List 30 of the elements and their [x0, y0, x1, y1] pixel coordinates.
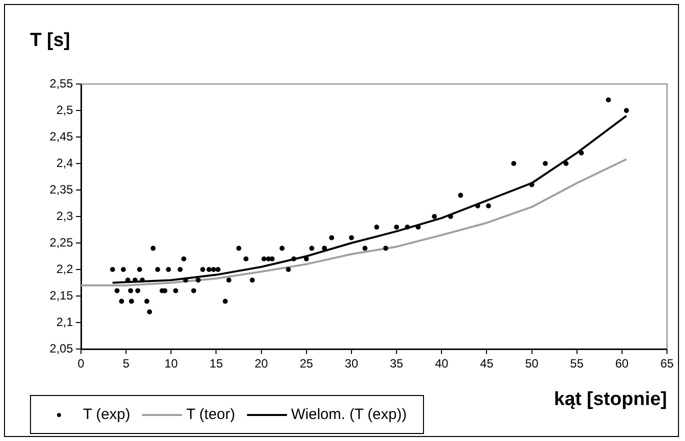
y-tick-label: 2,4: [56, 156, 74, 170]
x-tick-label: 65: [660, 356, 674, 371]
chart-title: T [s]: [30, 30, 70, 52]
x-tick-label: 5: [122, 356, 130, 371]
y-tick-label: 2,45: [50, 129, 74, 144]
y-tick-label: 2,55: [50, 76, 74, 90]
x-tick-label: 20: [254, 356, 268, 371]
x-tick-label: 60: [615, 356, 629, 371]
legend-label: T (teor): [186, 406, 236, 423]
x-tick-label: 0: [78, 356, 85, 371]
y-tick-label: 2,05: [50, 341, 74, 356]
x-tick-label: 50: [525, 356, 539, 371]
y-tick-label: 2,25: [50, 235, 74, 250]
legend-label: T (exp): [83, 406, 130, 423]
x-axis-title: kąt [stopnie]: [554, 389, 667, 411]
legend-label: Wielom. (T (exp)): [291, 406, 407, 423]
x-tick-label: 55: [570, 356, 584, 371]
y-tick-label: 2,35: [50, 182, 74, 196]
y-tick-label: 2,5: [56, 102, 74, 117]
x-tick-label: 35: [390, 356, 404, 371]
y-tick-label: 2,1: [56, 314, 74, 329]
y-tick-label: 2,3: [56, 208, 74, 223]
x-tick-label: 15: [210, 356, 224, 371]
x-tick-label: 10: [164, 356, 178, 371]
y-tick-label: 2,2: [56, 262, 74, 276]
x-tick-label: 45: [480, 356, 494, 371]
x-tick-label: 40: [434, 356, 449, 371]
x-tick-label: 30: [344, 356, 358, 371]
y-tick-label: 2,15: [50, 288, 74, 302]
x-tick-label: 25: [300, 356, 314, 371]
